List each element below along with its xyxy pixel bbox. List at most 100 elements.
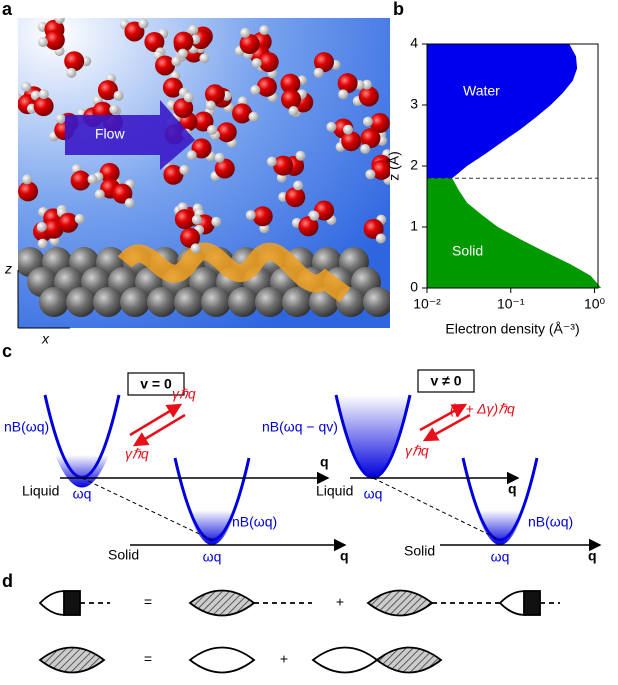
atom [113,90,124,101]
arrow [129,403,183,437]
box [417,369,475,393]
dashed [372,477,501,541]
atom [190,243,201,254]
flow-arrow [65,100,195,170]
axis-label: x [41,331,50,347]
atom [112,183,133,204]
atom [177,48,188,59]
atom [214,158,235,179]
diagram-equation [38,589,560,674]
atom [375,233,386,244]
atom [54,18,65,24]
atom [204,84,225,105]
atom [109,104,120,115]
atom [191,138,212,159]
atom [295,150,306,161]
atom [240,27,251,38]
atom [288,106,299,117]
atom [266,156,277,167]
bubble [38,646,106,674]
atom [228,287,258,317]
arrow [419,403,468,432]
atom [371,159,390,180]
atom [99,162,120,183]
operator: = [144,651,152,667]
atom [245,210,256,221]
atom [120,287,150,317]
atom [250,85,261,96]
label: ωq [491,549,510,565]
atom [358,86,379,107]
label: Solid [108,547,139,563]
label: ωq [203,549,222,565]
panel-label: a [2,0,13,19]
atom [94,189,105,200]
atom [248,111,259,122]
atom [93,287,123,317]
atom [174,287,204,317]
atom [216,122,237,143]
x-axis-label: Electron density (Å⁻³) [445,321,579,337]
atom [280,73,301,94]
area [427,178,602,288]
atom [18,181,39,202]
area [427,44,578,179]
label: Liquid [316,483,353,499]
atom [33,96,54,117]
series-label: Solid [452,243,483,259]
label: q [320,454,329,470]
label: γℏq [405,443,429,459]
atom [259,25,270,36]
atom [179,164,190,175]
box [127,372,185,396]
atom [258,52,279,73]
flow-label: Flow [95,126,125,142]
atom [66,287,96,317]
label: γℏq [172,386,196,402]
label: q [340,548,349,564]
x-tick-label: 10⁰ [584,296,606,312]
atom [365,169,376,180]
atom [361,79,372,90]
label: v = 0 [140,376,172,392]
arrow [132,413,186,447]
y-tick-label: 2 [410,157,418,173]
atom [55,113,66,124]
vertex [523,590,541,616]
y-axis-label: z (Å) [386,151,402,181]
label: nB(ωq) [4,419,49,435]
atom [255,287,285,317]
atom [21,81,32,92]
atom [341,131,362,152]
label: q [588,548,597,564]
occupation [188,510,236,545]
atom [144,31,165,52]
bubble [366,589,434,617]
atom [147,287,177,317]
atom [360,143,371,154]
operator: = [144,594,152,610]
axis-label: z [4,261,12,277]
panel-label: c [2,341,12,361]
atom [214,152,225,163]
label: q [508,481,517,497]
atom [162,77,183,98]
atom [124,198,135,209]
atom [309,210,320,221]
occupation [336,395,410,478]
atom [38,89,49,100]
atom [251,58,262,69]
atom [174,209,195,230]
atom [87,174,98,185]
atom [293,180,304,191]
label: γℏq [125,446,149,462]
atom [256,76,277,97]
atom [363,287,390,317]
y-tick-label: 3 [410,96,418,112]
atom [338,89,349,100]
y-tick-label: 1 [410,218,418,234]
atom [191,214,202,225]
atom [183,92,194,103]
molecular-render [18,18,390,328]
